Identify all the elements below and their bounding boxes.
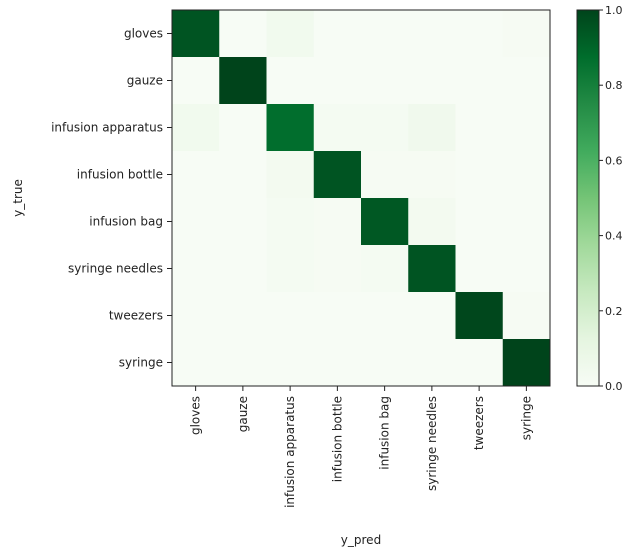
- x-tick-label: infusion apparatus: [283, 396, 297, 508]
- heatmap-cell: [172, 292, 220, 340]
- heatmap-cell: [455, 245, 504, 293]
- heatmap-cell: [266, 198, 315, 246]
- colorbar: 0.0 0.2 0.4 0.6 0.8 1.0: [576, 4, 623, 393]
- heatmap-cell: [266, 292, 315, 340]
- heatmap-cell: [172, 198, 220, 246]
- x-tick-label: infusion bag: [378, 396, 392, 470]
- x-axis-label: y_pred: [341, 533, 381, 547]
- heatmap-cell: [455, 339, 504, 387]
- heatmap-cell: [313, 57, 362, 105]
- heatmap-cell: [361, 57, 409, 105]
- heatmap-cell: [313, 151, 362, 199]
- heatmap-cell: [266, 245, 315, 293]
- x-tick-label: syringe: [519, 396, 533, 440]
- heatmap-cell: [219, 339, 267, 387]
- heatmap-cell: [502, 292, 551, 340]
- heatmap-cell: [219, 151, 267, 199]
- heatmap-cell: [266, 57, 315, 105]
- heatmap-cell: [361, 339, 409, 387]
- heatmap-cell: [408, 198, 456, 246]
- x-tick-label: infusion bottle: [330, 396, 344, 482]
- heatmap-cell: [172, 104, 220, 152]
- heatmap-cell: [219, 104, 267, 152]
- heatmap-cell: [455, 57, 504, 105]
- colorbar-gradient: [576, 9, 600, 387]
- y-tick-label: tweezers: [109, 309, 163, 323]
- x-tick-label: gloves: [189, 396, 203, 435]
- heatmap-cell: [219, 292, 267, 340]
- heatmap-cell: [502, 151, 551, 199]
- heatmap-cell: [502, 339, 551, 387]
- heatmap-cell: [172, 245, 220, 293]
- colorbar-tick-label: 0.8: [605, 79, 623, 92]
- heatmap-cell: [313, 245, 362, 293]
- y-axis-ticks: gloves gauze infusion apparatus infusion bo…: [51, 27, 172, 370]
- y-tick-label: gloves: [124, 27, 163, 41]
- heatmap-cell: [455, 292, 504, 340]
- heatmap-cell: [502, 245, 551, 293]
- heatmap-cell: [219, 57, 267, 105]
- heatmap-cell: [502, 104, 551, 152]
- heatmap-cell: [313, 104, 362, 152]
- heatmap-cell: [502, 10, 551, 58]
- y-tick-label: infusion bottle: [77, 168, 163, 182]
- heatmap-cell: [361, 10, 409, 58]
- heatmap-cell: [408, 339, 456, 387]
- x-tick-label: tweezers: [472, 396, 486, 450]
- heatmap-cell: [408, 57, 456, 105]
- heatmap-cell: [361, 198, 409, 246]
- colorbar-tick-label: 0.6: [605, 154, 623, 167]
- x-axis-ticks: gloves gauze infusion apparatus infusion bo…: [189, 386, 533, 508]
- heatmap-cell: [266, 104, 315, 152]
- heatmap-cell: [361, 292, 409, 340]
- heatmap-cell: [266, 151, 315, 199]
- heatmap-cell: [219, 10, 267, 58]
- y-axis-label: y_true: [11, 179, 25, 217]
- colorbar-tick-label: 1.0: [605, 4, 623, 17]
- heatmap-cell: [172, 339, 220, 387]
- x-tick-label: syringe needles: [425, 396, 439, 491]
- y-tick-label: infusion bag: [89, 215, 163, 229]
- heatmap-cell: [408, 245, 456, 293]
- y-tick-label: syringe: [119, 356, 163, 370]
- heatmap-cell: [266, 10, 315, 58]
- heatmap-cell: [266, 339, 315, 387]
- colorbar-tick-label: 0.4: [605, 230, 623, 243]
- plot-frame: [171, 9, 551, 387]
- heatmap-cell: [455, 10, 504, 58]
- colorbar-tick-label: 0.0: [605, 380, 623, 393]
- y-tick-label: infusion apparatus: [51, 121, 163, 135]
- heatmap-cell: [313, 10, 362, 58]
- heatmap-cell: [408, 292, 456, 340]
- heatmap-cells: [172, 10, 551, 387]
- y-tick-label: gauze: [127, 74, 163, 88]
- heatmap-cell: [172, 151, 220, 199]
- heatmap-cell: [219, 198, 267, 246]
- heatmap-cell: [219, 245, 267, 293]
- heatmap-cell: [502, 57, 551, 105]
- heatmap-cell: [313, 292, 362, 340]
- heatmap-cell: [361, 104, 409, 152]
- heatmap-cell: [172, 57, 220, 105]
- heatmap-cell: [408, 151, 456, 199]
- heatmap-cell: [313, 198, 362, 246]
- heatmap-cell: [361, 151, 409, 199]
- heatmap-cell: [455, 198, 504, 246]
- heatmap-cell: [313, 339, 362, 387]
- heatmap-cell: [502, 198, 551, 246]
- colorbar-tick-label: 0.2: [605, 305, 623, 318]
- heatmap-cell: [361, 245, 409, 293]
- y-tick-label: syringe needles: [68, 262, 163, 276]
- heatmap-cell: [408, 10, 456, 58]
- x-tick-label: gauze: [236, 396, 250, 432]
- heatmap-cell: [455, 151, 504, 199]
- heatmap-cell: [455, 104, 504, 152]
- heatmap-cell: [172, 10, 220, 58]
- heatmap-cell: [408, 104, 456, 152]
